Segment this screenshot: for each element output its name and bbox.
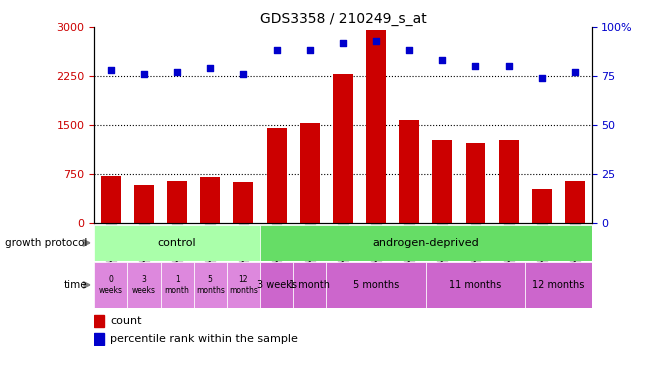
- Point: [238, 71, 248, 77]
- Text: 0
weeks: 0 weeks: [99, 275, 123, 295]
- Point: [172, 69, 182, 75]
- Point: [437, 57, 447, 63]
- Bar: [499, 141, 519, 223]
- Point: [139, 71, 150, 77]
- Point: [404, 47, 415, 53]
- Bar: [432, 141, 452, 223]
- Text: count: count: [111, 316, 142, 326]
- Bar: [293, 262, 326, 308]
- Bar: [399, 119, 419, 223]
- Bar: [525, 262, 592, 308]
- Bar: [465, 143, 486, 223]
- Text: 11 months: 11 months: [449, 280, 502, 290]
- Bar: [134, 185, 154, 223]
- Bar: [233, 182, 254, 223]
- Point: [370, 38, 381, 44]
- Bar: [532, 189, 552, 223]
- Text: 12 months: 12 months: [532, 280, 584, 290]
- Point: [470, 63, 480, 69]
- Point: [272, 47, 282, 53]
- Text: 5
months: 5 months: [196, 275, 225, 295]
- Point: [569, 69, 580, 75]
- Bar: [326, 262, 426, 308]
- Bar: [260, 225, 592, 261]
- Bar: [366, 30, 386, 223]
- Bar: [333, 74, 353, 223]
- Text: 12
months: 12 months: [229, 275, 258, 295]
- Text: 5 months: 5 months: [353, 280, 399, 290]
- Bar: [426, 262, 525, 308]
- Bar: [94, 333, 104, 345]
- Point: [537, 75, 547, 81]
- Bar: [167, 181, 187, 223]
- Text: 3 weeks: 3 weeks: [257, 280, 296, 290]
- Text: control: control: [158, 238, 196, 248]
- Bar: [94, 262, 127, 308]
- Bar: [200, 177, 220, 223]
- Bar: [227, 262, 260, 308]
- Text: 1 month: 1 month: [289, 280, 330, 290]
- Bar: [94, 315, 104, 327]
- Bar: [94, 225, 260, 261]
- Text: growth protocol: growth protocol: [5, 238, 88, 248]
- Point: [304, 47, 315, 53]
- Bar: [300, 123, 320, 223]
- Point: [105, 67, 116, 73]
- Bar: [194, 262, 227, 308]
- Text: androgen-deprived: androgen-deprived: [372, 238, 479, 248]
- Point: [338, 40, 348, 46]
- Title: GDS3358 / 210249_s_at: GDS3358 / 210249_s_at: [259, 12, 426, 26]
- Bar: [260, 262, 293, 308]
- Point: [503, 63, 514, 69]
- Bar: [127, 262, 161, 308]
- Bar: [266, 128, 287, 223]
- Text: percentile rank within the sample: percentile rank within the sample: [111, 334, 298, 344]
- Text: 1
month: 1 month: [164, 275, 190, 295]
- Bar: [101, 176, 121, 223]
- Bar: [161, 262, 194, 308]
- Bar: [565, 181, 585, 223]
- Text: 3
weeks: 3 weeks: [132, 275, 156, 295]
- Text: time: time: [64, 280, 88, 290]
- Point: [205, 65, 215, 71]
